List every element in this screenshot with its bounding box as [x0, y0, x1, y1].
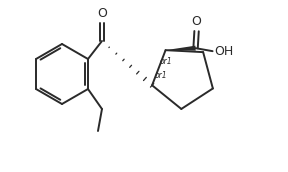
Text: or1: or1	[160, 57, 172, 66]
Text: O: O	[97, 7, 107, 20]
Text: O: O	[192, 15, 202, 28]
Polygon shape	[166, 46, 196, 51]
Text: OH: OH	[215, 45, 234, 58]
Text: or1: or1	[155, 71, 168, 80]
